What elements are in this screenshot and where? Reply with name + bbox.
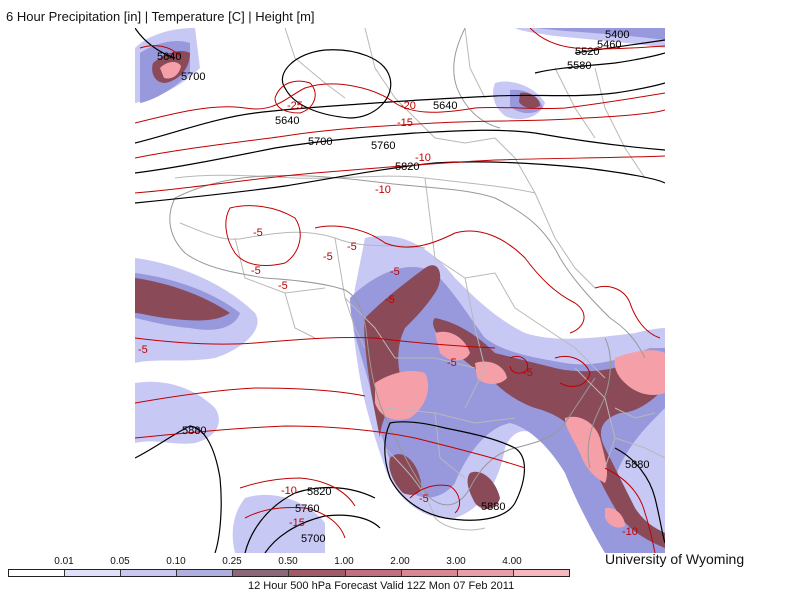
scale-swatch [289, 570, 346, 576]
height-label: 5640 [275, 115, 299, 127]
scale-swatch [9, 570, 66, 576]
temp-label: -20 [400, 100, 416, 112]
height-label: 5820 [307, 486, 331, 498]
scale-swatch [345, 570, 402, 576]
map-title: 6 Hour Precipitation [in] | Temperature … [6, 9, 315, 24]
scale-swatch [513, 570, 569, 576]
scale-label: 0.10 [166, 556, 186, 567]
height-label: 5880 [481, 501, 505, 513]
country-borders [174, 28, 665, 531]
temp-label: -5 [447, 357, 457, 369]
temp-label: -15 [289, 517, 305, 529]
temp-label: -5 [385, 294, 395, 306]
height-label: 5700 [181, 71, 205, 83]
temp-label: -25 [287, 100, 303, 112]
precip-color-scale [8, 569, 570, 577]
coastlines [169, 28, 646, 506]
height-label: 5700 [301, 533, 325, 545]
temp-label: -5 [251, 265, 261, 277]
temp-label: -5 [523, 367, 533, 379]
height-label: 5520 [575, 46, 599, 58]
forecast-valid-text: 12 Hour 500 hPa Forecast Valid 12Z Mon 0… [248, 580, 515, 592]
scale-swatch [65, 570, 122, 576]
scale-label: 0.25 [222, 556, 242, 567]
temp-label: -5 [347, 241, 357, 253]
temp-label: -10 [622, 526, 638, 538]
scale-swatch [233, 570, 290, 576]
height-label: 5760 [371, 140, 395, 152]
temp-label: -5 [278, 280, 288, 292]
scale-label: 0.01 [54, 556, 74, 567]
temp-label: -5 [323, 251, 333, 263]
height-label: 5700 [308, 136, 332, 148]
scale-swatch [177, 570, 234, 576]
scale-label: 3.00 [446, 556, 466, 567]
scale-swatch [457, 570, 514, 576]
temp-label: -5 [390, 266, 400, 278]
scale-label: 2.00 [390, 556, 410, 567]
scale-label: 0.05 [110, 556, 130, 567]
temp-label: -10 [415, 152, 431, 164]
temp-label: -10 [281, 485, 297, 497]
temp-label: -15 [397, 117, 413, 129]
scale-swatch [121, 570, 178, 576]
temp-label: -5 [138, 344, 148, 356]
precip-peak-areas [160, 62, 665, 528]
forecast-map: 5640 5700 5640 5700 5760 5820 5640 5400 … [135, 28, 665, 553]
credit-text: University of Wyoming [605, 551, 745, 567]
height-label: 5880 [625, 459, 649, 471]
height-label: 5820 [395, 161, 419, 173]
scale-label: 1.00 [334, 556, 354, 567]
height-label: 5460 [597, 39, 621, 51]
scale-label: 4.00 [502, 556, 522, 567]
temperature-contours [135, 28, 665, 553]
scale-swatch [401, 570, 458, 576]
height-label: 5880 [182, 425, 206, 437]
height-label: 5640 [433, 100, 457, 112]
map-canvas: 5640 5700 5640 5700 5760 5820 5640 5400 … [135, 28, 665, 553]
height-label: 5400 [605, 29, 629, 41]
temp-label: -5 [253, 227, 263, 239]
height-label: 5760 [295, 503, 319, 515]
height-contour-labels: 5640 5700 5640 5700 5760 5820 5640 5400 … [157, 29, 649, 545]
height-label: 5640 [157, 51, 181, 63]
scale-label: 0.50 [278, 556, 298, 567]
temp-label: -5 [419, 493, 429, 505]
precip-scale-labels: 0.01 0.05 0.10 0.25 0.50 1.00 2.00 3.00 … [0, 556, 800, 568]
temp-label: -10 [375, 184, 391, 196]
height-label: 5580 [567, 60, 591, 72]
temperature-contour-labels: -25 -20 -15 -10 -10 -5 -5 -5 -5 -5 -5 -5… [138, 100, 638, 538]
